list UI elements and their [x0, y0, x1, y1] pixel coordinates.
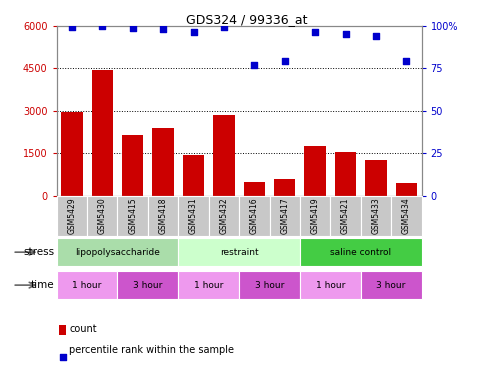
Text: GSM5431: GSM5431 [189, 198, 198, 234]
Text: percentile rank within the sample: percentile rank within the sample [69, 344, 234, 355]
Bar [239, 196, 270, 236]
Text: GSM5430: GSM5430 [98, 198, 107, 234]
Text: 3 hour: 3 hour [255, 281, 284, 290]
Bar [274, 179, 295, 196]
Text: 1 hour: 1 hour [316, 281, 345, 290]
Text: GSM5418: GSM5418 [159, 198, 168, 234]
Bar [122, 135, 143, 196]
Text: saline control: saline control [330, 248, 391, 257]
Bar [178, 271, 239, 299]
Bar [57, 271, 117, 299]
Point [311, 30, 319, 36]
Bar [396, 183, 417, 196]
Text: GSM5421: GSM5421 [341, 198, 350, 234]
Bar [61, 112, 82, 196]
Bar [239, 271, 300, 299]
Bar [213, 115, 235, 196]
Point [281, 59, 288, 64]
Bar [300, 238, 422, 266]
Point [159, 26, 167, 32]
Bar [209, 196, 239, 236]
Text: time: time [31, 280, 54, 290]
Bar [300, 196, 330, 236]
Point [111, 299, 119, 305]
Bar [152, 128, 174, 196]
Text: GDS324 / 99336_at: GDS324 / 99336_at [186, 13, 307, 26]
Bar [57, 196, 87, 236]
Bar [92, 70, 113, 196]
Text: GSM5433: GSM5433 [371, 198, 381, 234]
Text: GSM5432: GSM5432 [219, 198, 228, 234]
Text: 3 hour: 3 hour [133, 281, 163, 290]
Point [189, 30, 197, 36]
Point [129, 25, 137, 31]
Text: stress: stress [23, 247, 54, 257]
Text: GSM5419: GSM5419 [311, 198, 319, 234]
Point [342, 31, 350, 37]
Bar [330, 196, 361, 236]
Bar [87, 196, 117, 236]
Text: 3 hour: 3 hour [377, 281, 406, 290]
Bar [57, 238, 178, 266]
Bar [361, 271, 422, 299]
Text: GSM5429: GSM5429 [68, 198, 76, 234]
Text: 1 hour: 1 hour [194, 281, 223, 290]
Point [402, 59, 410, 64]
Bar [335, 152, 356, 196]
Bar [244, 182, 265, 196]
Point [68, 25, 76, 30]
Point [372, 33, 380, 39]
Text: 1 hour: 1 hour [72, 281, 102, 290]
Text: GSM5415: GSM5415 [128, 198, 137, 234]
Text: GSM5417: GSM5417 [280, 198, 289, 234]
Bar [183, 155, 204, 196]
Bar [300, 271, 361, 299]
Bar [270, 196, 300, 236]
Text: GSM5416: GSM5416 [250, 198, 259, 234]
Bar [178, 196, 209, 236]
Bar [178, 238, 300, 266]
Bar [365, 160, 387, 196]
Bar [391, 196, 422, 236]
Bar [361, 196, 391, 236]
Bar [148, 196, 178, 236]
Text: lipopolysaccharide: lipopolysaccharide [75, 248, 160, 257]
Bar [117, 271, 178, 299]
Point [98, 23, 106, 29]
Point [250, 62, 258, 68]
Point [220, 25, 228, 30]
Bar [305, 146, 326, 196]
Bar [117, 196, 148, 236]
Text: restraint: restraint [220, 248, 258, 257]
Text: count: count [69, 324, 97, 335]
Text: GSM5434: GSM5434 [402, 198, 411, 234]
